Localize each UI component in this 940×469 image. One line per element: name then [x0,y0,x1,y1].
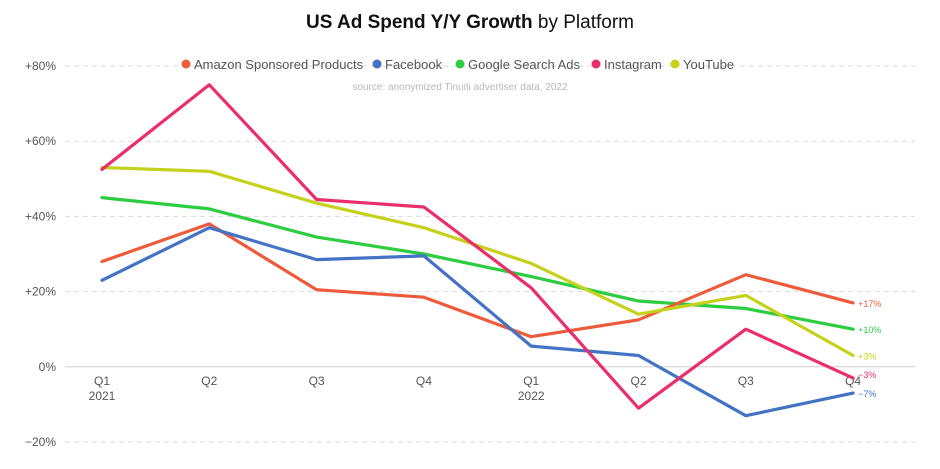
x-tick-label: Q3 [738,374,754,388]
legend-swatch [372,59,382,69]
legend-label: Google Search Ads [468,57,581,72]
end-value-label: −7% [858,389,876,399]
x-tick-year: 2021 [89,389,116,403]
series-line-google-search-ads [100,196,855,331]
legend-label: Amazon Sponsored Products [194,57,364,72]
grid [65,65,915,443]
x-tick-label: Q4 [416,374,432,388]
series-line-amazon-sponsored-products [100,222,855,339]
legend-label: Facebook [385,57,443,72]
series-lines [100,83,855,418]
end-value-label: +10% [858,325,881,335]
y-tick-label: +60% [25,134,56,148]
x-tick-label: Q3 [309,374,325,388]
chart-title: US Ad Spend Y/Y Growth by Platform [306,12,634,33]
end-value-label: +3% [858,352,876,362]
y-tick-label: +20% [25,285,56,299]
y-tick-label: +80% [25,59,56,73]
legend-swatch [670,59,680,69]
end-value-label: +17% [858,299,881,309]
y-tick-label: −20% [25,435,56,449]
y-axis-ticks: +80% +60% +40% +20% 0% −20% [25,59,56,449]
legend-label: YouTube [683,57,734,72]
y-tick-label: +40% [25,209,56,223]
x-tick-label: Q1 [523,374,539,388]
end-value-label: −3% [858,370,876,380]
end-labels: +17% −7% +10% −3% +3% [858,299,881,399]
x-tick-label: Q2 [201,374,217,388]
legend-swatch [591,59,601,69]
series-line-youtube [100,165,855,358]
y-tick-label: 0% [39,360,57,374]
chart-source-note: source: anonymized Tinuiti advertiser da… [352,82,568,93]
legend-swatch [455,59,465,69]
legend-swatch [181,59,191,69]
series-line-facebook [100,226,855,418]
x-tick-label: Q2 [630,374,646,388]
legend: Amazon Sponsored Products Facebook Google … [181,57,734,72]
legend-label: Instagram [604,57,662,72]
chart-title-rest: by Platform [533,12,634,33]
x-tick-year: 2022 [518,389,545,403]
series-line-instagram [100,83,855,410]
x-tick-label: Q1 [94,374,110,388]
chart-title-bold: US Ad Spend Y/Y Growth [306,12,533,33]
